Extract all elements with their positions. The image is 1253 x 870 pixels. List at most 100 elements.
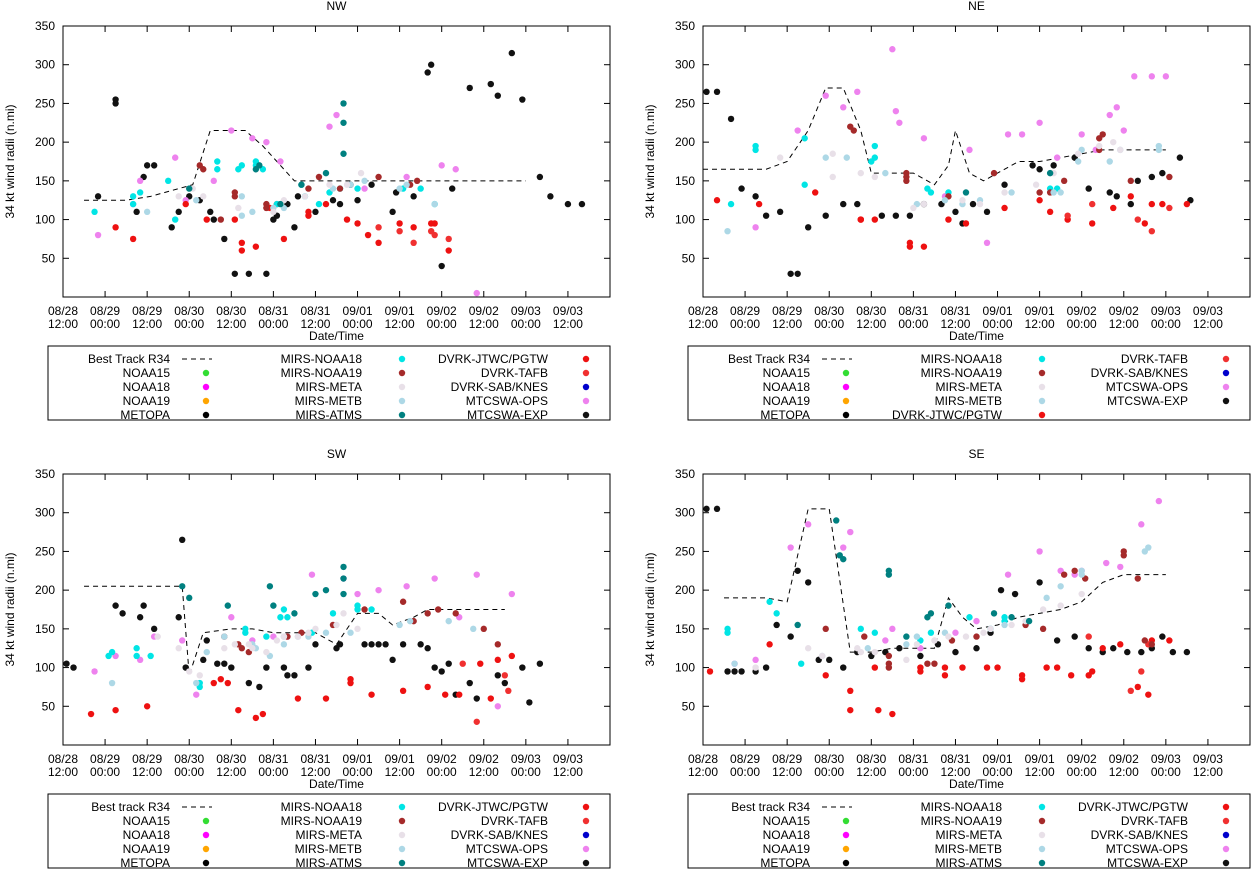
data-point: [207, 208, 214, 216]
data-point: [266, 583, 274, 590]
legend-box: [687, 793, 1251, 869]
data-point: [203, 216, 210, 223]
data-point: [776, 208, 784, 216]
x-tick-label-time: 00:00: [258, 317, 288, 331]
legend-marker: [202, 369, 210, 377]
x-tick-label-date: 08/30: [216, 752, 246, 766]
data-point: [885, 571, 893, 578]
data-point: [473, 718, 480, 725]
legend-label: METOPA: [120, 856, 170, 870]
data-point: [752, 656, 759, 664]
data-point: [133, 645, 140, 652]
data-point: [322, 629, 330, 636]
legend-label: DVRK-JTWC/PGTW: [892, 408, 1003, 422]
data-point: [238, 193, 246, 200]
data-point: [547, 193, 554, 200]
legend-marker: [582, 845, 590, 853]
best-track-line: [84, 130, 526, 201]
data-point: [175, 193, 182, 200]
legend-marker: [398, 817, 406, 825]
legend-marker: [582, 369, 590, 377]
data-point: [1050, 162, 1057, 169]
legend-marker: [842, 817, 850, 825]
data-point: [1169, 648, 1177, 656]
data-point: [336, 200, 344, 208]
data-point: [305, 185, 312, 192]
data-point: [1183, 200, 1191, 208]
data-point: [829, 173, 836, 181]
legend-label: DVRK-TAFB: [481, 814, 548, 828]
legend-label: DVRK-SAB/KNES: [451, 380, 548, 394]
data-point: [459, 660, 466, 667]
plot-frame: [702, 25, 1251, 298]
x-tick-label-time: 00:00: [174, 317, 204, 331]
data-point: [724, 227, 731, 235]
data-point: [175, 645, 182, 652]
data-point: [91, 668, 98, 675]
data-point: [270, 208, 277, 216]
y-tick-label: 350: [35, 467, 55, 481]
data-point: [1166, 204, 1173, 212]
x-tick-label-time: 00:00: [427, 765, 457, 779]
data-point: [945, 633, 952, 640]
series-mtcswa-ops: [91, 571, 516, 710]
data-point: [182, 200, 189, 208]
x-tick-label-date: 08/28: [688, 752, 718, 766]
legend-marker: [1038, 817, 1046, 825]
data-point: [501, 672, 509, 679]
data-point: [917, 652, 924, 660]
series-mirs-meta: [752, 590, 1085, 671]
data-point: [238, 247, 246, 254]
legend-label: MTCSWA-OPS: [466, 842, 548, 856]
legend-label: DVRK-TAFB: [481, 366, 548, 380]
data-point: [221, 633, 228, 640]
data-point: [983, 208, 991, 216]
data-point: [1127, 177, 1134, 185]
data-point: [822, 672, 829, 679]
data-point: [494, 703, 501, 710]
data-point: [882, 169, 889, 177]
data-point: [1148, 173, 1156, 181]
data-point: [238, 212, 246, 219]
legend-label: MTCSWA-EXP: [1107, 856, 1188, 870]
data-point: [238, 239, 246, 246]
x-tick-label-date: 09/01: [1025, 752, 1055, 766]
data-point: [242, 629, 249, 636]
data-point: [1001, 204, 1008, 212]
legend-marker: [1222, 803, 1230, 811]
data-point: [312, 625, 319, 633]
data-point: [312, 590, 319, 598]
data-point: [231, 216, 239, 223]
legend-label: MIRS-META: [936, 828, 1002, 842]
x-tick-label-time: 12:00: [48, 765, 78, 779]
data-point: [326, 181, 333, 188]
y-tick-label: 50: [682, 699, 696, 713]
data-point: [221, 235, 228, 243]
legend-label: Best track R34: [731, 800, 810, 814]
data-point: [480, 625, 487, 633]
legend-marker: [202, 411, 210, 419]
data-point: [962, 633, 970, 640]
data-point: [1089, 200, 1096, 208]
data-point: [885, 664, 893, 671]
data-point: [259, 710, 267, 718]
data-point: [794, 270, 801, 277]
data-point: [871, 142, 879, 150]
data-point: [1176, 154, 1184, 161]
data-point: [1057, 583, 1064, 590]
data-point: [1046, 208, 1054, 216]
x-tick-label-date: 08/28: [48, 752, 78, 766]
data-point: [889, 710, 896, 718]
y-tick-label: 200: [675, 583, 695, 597]
x-tick-label-date: 08/31: [300, 752, 330, 766]
legend-label: MTCSWA-OPS: [466, 394, 548, 408]
legend-marker: [582, 383, 590, 391]
y-tick-label: 350: [675, 19, 695, 33]
x-tick-label-date: 09/01: [385, 304, 415, 318]
x-tick-label-date: 08/29: [90, 752, 120, 766]
data-point: [1008, 189, 1015, 196]
y-axis-label: 34 kt wind radii (n.mi): [3, 104, 17, 218]
legend-marker: [1038, 411, 1046, 419]
y-tick-label: 300: [675, 58, 695, 72]
